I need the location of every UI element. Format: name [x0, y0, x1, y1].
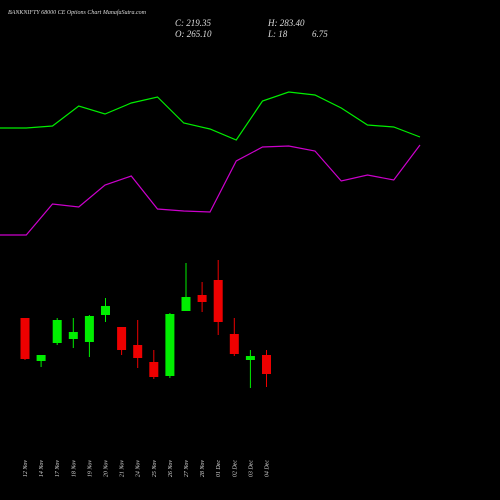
candle-body: [245, 356, 255, 360]
x-tick-label: 01 Dec: [216, 460, 222, 477]
stat: O: 265.10: [175, 29, 212, 39]
candle-body: [149, 362, 159, 377]
stat: H: 283.40: [267, 18, 305, 28]
x-tick-label: 12 Nov: [23, 460, 29, 478]
candle-body: [101, 306, 110, 315]
stat: 6.75: [312, 29, 328, 39]
candle-body: [165, 314, 175, 376]
candle-body: [68, 332, 78, 339]
candle-body: [84, 316, 94, 342]
x-tick-label: 17 Nov: [55, 460, 61, 478]
x-tick-label: 24 Nov: [135, 460, 142, 478]
x-tick-label: 03 Dec: [248, 460, 254, 477]
candle-body: [133, 345, 143, 358]
x-tick-label: 02 Dec: [232, 460, 238, 477]
indicator-line: [0, 144, 421, 236]
stat: C: 219.35: [175, 18, 212, 28]
x-tick-label: 28 Nov: [200, 460, 206, 478]
chart-title: BANKNIFTY 68000 CE Options Chart ManafaS…: [8, 9, 147, 16]
candle-body: [229, 334, 239, 354]
x-tick-label: 14 Nov: [38, 460, 45, 478]
x-tick-label: 25 Nov: [152, 460, 158, 478]
candle-body: [262, 355, 271, 374]
x-tick-label: 21 Nov: [120, 460, 126, 478]
x-tick-label: 19 Nov: [87, 460, 93, 478]
x-tick-label: 04 Dec: [264, 460, 271, 477]
candle-body: [52, 320, 62, 343]
x-tick-label: 27 Nov: [184, 460, 190, 478]
candle-body: [36, 355, 46, 361]
x-tick-label: 18 Nov: [71, 460, 77, 478]
x-tick-label: 20 Nov: [104, 460, 110, 478]
candle-body: [213, 280, 223, 322]
candle-body: [197, 295, 207, 302]
indicator-line: [0, 91, 421, 141]
candle-body: [181, 297, 191, 311]
stat: L: 18: [267, 29, 288, 39]
candle-body: [20, 318, 30, 359]
candle-body: [117, 327, 127, 350]
x-tick-label: 26 Nov: [168, 460, 174, 478]
